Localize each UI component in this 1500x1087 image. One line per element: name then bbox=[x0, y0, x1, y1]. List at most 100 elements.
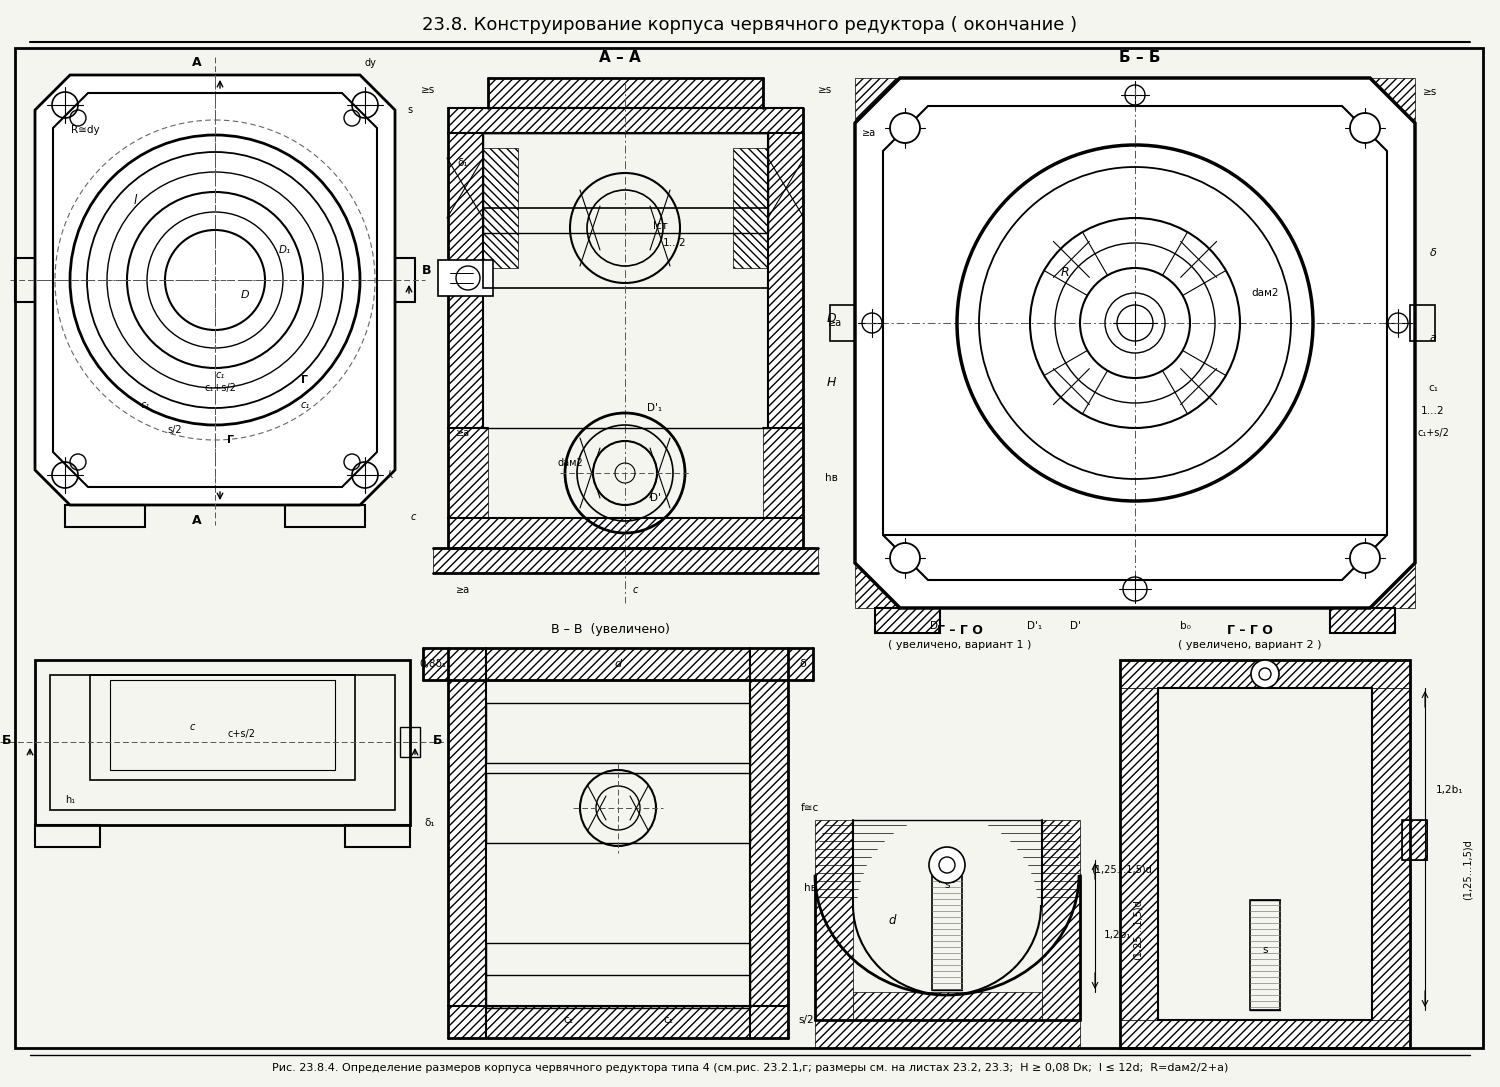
Bar bbox=[64, 505, 146, 527]
Bar bbox=[768, 133, 802, 428]
Bar bbox=[750, 648, 788, 1038]
Text: D': D' bbox=[1070, 621, 1080, 630]
Bar bbox=[734, 148, 768, 268]
Bar bbox=[1330, 608, 1395, 633]
Bar bbox=[1042, 820, 1080, 1020]
Text: D': D' bbox=[650, 493, 660, 503]
Text: b₀: b₀ bbox=[1179, 621, 1191, 630]
Text: ≥a: ≥a bbox=[862, 128, 876, 138]
Text: h₁: h₁ bbox=[64, 795, 75, 805]
Text: c₁: c₁ bbox=[300, 400, 309, 410]
Text: ≥s: ≥s bbox=[1424, 87, 1437, 97]
Text: ≥a: ≥a bbox=[456, 585, 470, 595]
Text: ( увеличено, вариант 2 ): ( увеличено, вариант 2 ) bbox=[1179, 640, 1322, 650]
Text: lст: lст bbox=[652, 221, 668, 232]
Bar bbox=[400, 727, 420, 757]
Bar bbox=[1402, 820, 1426, 860]
Text: s: s bbox=[408, 105, 413, 115]
Text: В: В bbox=[423, 263, 432, 276]
Text: δ: δ bbox=[1430, 248, 1437, 258]
Text: l: l bbox=[134, 193, 136, 207]
Text: А – А: А – А bbox=[598, 50, 640, 65]
Text: c₁: c₁ bbox=[1428, 383, 1438, 393]
Bar bbox=[830, 305, 855, 341]
Bar bbox=[874, 608, 940, 633]
Circle shape bbox=[1350, 113, 1380, 143]
Circle shape bbox=[1350, 544, 1380, 573]
Bar bbox=[345, 825, 410, 847]
Text: D: D bbox=[827, 312, 836, 325]
Bar bbox=[483, 208, 768, 288]
Text: H: H bbox=[827, 376, 836, 389]
Text: dy: dy bbox=[364, 58, 376, 68]
Circle shape bbox=[928, 847, 964, 883]
Text: k: k bbox=[387, 470, 393, 480]
Text: 0,8δ₁: 0,8δ₁ bbox=[420, 659, 447, 669]
Bar bbox=[448, 1005, 788, 1038]
Bar bbox=[34, 660, 410, 825]
Bar bbox=[1120, 1020, 1410, 1048]
Text: (1,25…1,5)d: (1,25…1,5)d bbox=[1132, 900, 1143, 961]
Text: c+s/2: c+s/2 bbox=[228, 729, 256, 739]
Text: ( увеличено, вариант 1 ): ( увеличено, вариант 1 ) bbox=[888, 640, 1032, 650]
Text: D: D bbox=[240, 290, 249, 300]
Text: R≅dy: R≅dy bbox=[70, 125, 99, 135]
Bar bbox=[488, 78, 764, 108]
Bar bbox=[1120, 688, 1158, 1020]
Bar bbox=[448, 428, 488, 518]
Text: s/2: s/2 bbox=[798, 1015, 814, 1025]
Text: 1…2: 1…2 bbox=[663, 238, 687, 248]
Bar bbox=[50, 675, 394, 810]
Bar bbox=[1370, 563, 1414, 608]
Text: hв: hв bbox=[804, 883, 816, 894]
Text: ≥a: ≥a bbox=[456, 428, 470, 438]
Text: c: c bbox=[411, 512, 416, 522]
Bar bbox=[884, 535, 1388, 563]
Text: R: R bbox=[1060, 266, 1070, 279]
Text: (1,25…1,5)d: (1,25…1,5)d bbox=[1462, 839, 1473, 900]
Text: d: d bbox=[888, 913, 896, 926]
Text: Б: Б bbox=[433, 734, 442, 747]
Bar bbox=[855, 78, 900, 123]
Bar bbox=[874, 608, 940, 633]
Bar bbox=[1250, 900, 1280, 1010]
Polygon shape bbox=[855, 78, 1414, 608]
Bar bbox=[853, 992, 1042, 1020]
Text: D'₁: D'₁ bbox=[1028, 621, 1042, 630]
Circle shape bbox=[890, 113, 920, 143]
Text: Г – Г О: Г – Г О bbox=[1227, 624, 1274, 637]
Bar bbox=[483, 148, 518, 268]
Text: 1,2b₁: 1,2b₁ bbox=[1104, 930, 1131, 940]
Bar bbox=[1330, 608, 1395, 633]
Text: δ: δ bbox=[800, 659, 807, 669]
Text: ≥s: ≥s bbox=[422, 85, 435, 95]
Bar bbox=[448, 133, 483, 428]
Text: s: s bbox=[945, 880, 950, 890]
Bar bbox=[486, 944, 750, 1008]
Text: А: А bbox=[192, 513, 202, 526]
Bar bbox=[900, 78, 1370, 107]
Bar bbox=[486, 703, 750, 763]
Text: ≥a: ≥a bbox=[828, 318, 842, 328]
Text: ≥s: ≥s bbox=[818, 85, 833, 95]
Bar bbox=[110, 680, 334, 770]
Bar bbox=[486, 773, 750, 844]
Text: D': D' bbox=[930, 621, 940, 630]
Bar bbox=[764, 428, 802, 518]
Text: c: c bbox=[189, 722, 195, 732]
Circle shape bbox=[890, 544, 920, 573]
Text: c₁+s/2: c₁+s/2 bbox=[1418, 428, 1449, 438]
Text: dам2: dам2 bbox=[556, 458, 584, 468]
Text: δ₁: δ₁ bbox=[458, 158, 468, 168]
Text: D'₁: D'₁ bbox=[648, 403, 663, 413]
Text: hв: hв bbox=[825, 473, 837, 483]
Text: s/2: s/2 bbox=[168, 425, 183, 435]
Text: c₁: c₁ bbox=[141, 400, 150, 410]
Text: s: s bbox=[1263, 945, 1268, 955]
Bar bbox=[433, 548, 818, 573]
Text: Б – Б: Б – Б bbox=[1119, 50, 1161, 65]
Text: D₁: D₁ bbox=[279, 245, 291, 255]
Text: f≅c: f≅c bbox=[938, 875, 956, 885]
Text: c: c bbox=[633, 585, 638, 595]
Text: c₁+s/2: c₁+s/2 bbox=[204, 383, 236, 393]
